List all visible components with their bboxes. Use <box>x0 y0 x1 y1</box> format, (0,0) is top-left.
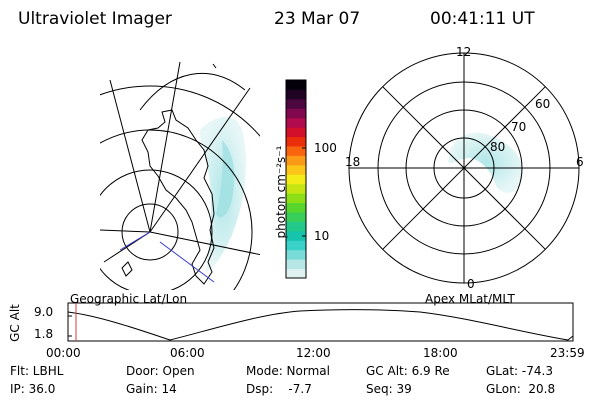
colorbar-tick-10: 10 <box>314 229 330 243</box>
mlat-label-80: 80 <box>490 140 506 154</box>
colorbar-segment <box>286 155 306 166</box>
colorbar-segment <box>286 240 306 251</box>
status-glat: GLat: -74.3 <box>486 364 553 378</box>
mlat-label-70: 70 <box>511 120 527 134</box>
colorbar-segment <box>286 136 306 147</box>
date-label: 23 Mar 07 <box>274 9 361 29</box>
colorbar <box>285 79 307 279</box>
altitude-xtick-1: 06:00 <box>170 346 205 360</box>
colorbar-unit-label: photon cm⁻²s⁻¹ <box>274 145 288 239</box>
colorbar-segment <box>286 249 306 260</box>
mlt-label-0: 0 <box>467 277 475 291</box>
satellite-track <box>159 241 215 283</box>
status-door: Door: Open <box>126 364 195 378</box>
colorbar-segment <box>286 183 306 194</box>
colorbar-segment <box>286 230 306 241</box>
colorbar-segment <box>286 221 306 232</box>
polar-plot <box>348 52 580 284</box>
mlat-label-60: 60 <box>535 97 551 111</box>
colorbar-segment <box>286 108 306 119</box>
altitude-xtick-0: 00:00 <box>46 346 81 360</box>
colorbar-segment <box>286 164 306 175</box>
colorbar-segment <box>286 202 306 213</box>
colorbar-segment <box>286 98 306 109</box>
altitude-ylabel: GC Alt <box>8 304 22 342</box>
altitude-curve <box>67 309 574 341</box>
colorbar-tick-100: 100 <box>314 141 337 155</box>
colorbar-segment <box>286 146 306 156</box>
colorbar-segment <box>286 80 306 90</box>
aurora-oval <box>448 132 523 193</box>
altitude-xtick-4: 23:59 <box>550 346 585 360</box>
altitude-xtick-2: 12:00 <box>296 346 331 360</box>
colorbar-segment <box>286 259 306 270</box>
status-filter: Flt: LBHL <box>10 364 64 378</box>
altitude-plot <box>67 302 574 342</box>
colorbar-segment <box>286 193 306 204</box>
status-seq: Seq: 39 <box>366 382 412 396</box>
status-gc-alt: GC Alt: 6.9 Re <box>366 364 450 378</box>
colorbar-segment <box>286 127 306 138</box>
colorbar-segment <box>286 212 306 222</box>
colorbar-border <box>285 79 307 279</box>
geographic-map-label: Geographic Lat/Lon <box>70 292 188 306</box>
colorbar-segment <box>286 117 306 128</box>
altitude-xtick-3: 18:00 <box>423 346 458 360</box>
altitude-ytick-max: 9.0 <box>34 305 54 319</box>
mlt-label-12: 12 <box>456 45 472 59</box>
status-glon: GLon: 20.8 <box>486 382 556 396</box>
app-title: Ultraviolet Imager <box>18 9 172 29</box>
status-ip: IP: 36.0 <box>10 382 56 396</box>
time-label: 00:41:11 UT <box>430 9 535 29</box>
mlt-label-6: 6 <box>576 155 584 169</box>
status-dsp: Dsp: -7.7 <box>246 382 312 396</box>
apex-map-label: Apex MLat/MLT <box>425 292 515 306</box>
geographic-map <box>100 61 260 290</box>
mlt-label-18: 18 <box>345 155 361 169</box>
altitude-ytick-min: 1.8 <box>34 327 54 341</box>
colorbar-segment <box>286 268 306 279</box>
status-gain: Gain: 14 <box>126 382 177 396</box>
colorbar-segment <box>286 89 306 100</box>
colorbar-segment <box>286 174 306 185</box>
status-mode: Mode: Normal <box>246 364 330 378</box>
coastline <box>141 109 215 285</box>
